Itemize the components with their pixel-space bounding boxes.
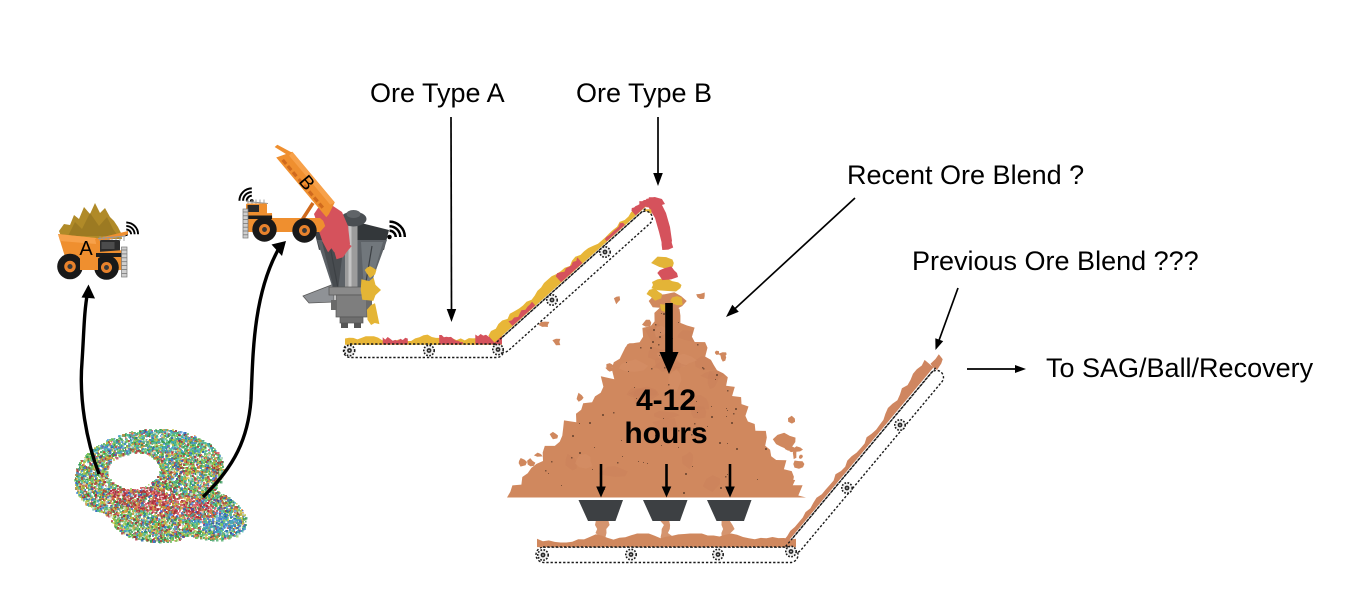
svg-text:Recent Ore Blend ?: Recent Ore Blend ? xyxy=(847,160,1084,190)
svg-text:To SAG/Ball/Recovery: To SAG/Ball/Recovery xyxy=(1046,353,1314,383)
svg-text:Previous Ore Blend ???: Previous Ore Blend ??? xyxy=(912,246,1199,276)
svg-text:Ore Type A: Ore Type A xyxy=(370,78,505,108)
svg-text:A: A xyxy=(79,238,93,260)
svg-text:Ore Type B: Ore Type B xyxy=(576,78,712,108)
svg-text:4-12: 4-12 xyxy=(636,384,696,417)
svg-text:hours: hours xyxy=(624,417,707,450)
